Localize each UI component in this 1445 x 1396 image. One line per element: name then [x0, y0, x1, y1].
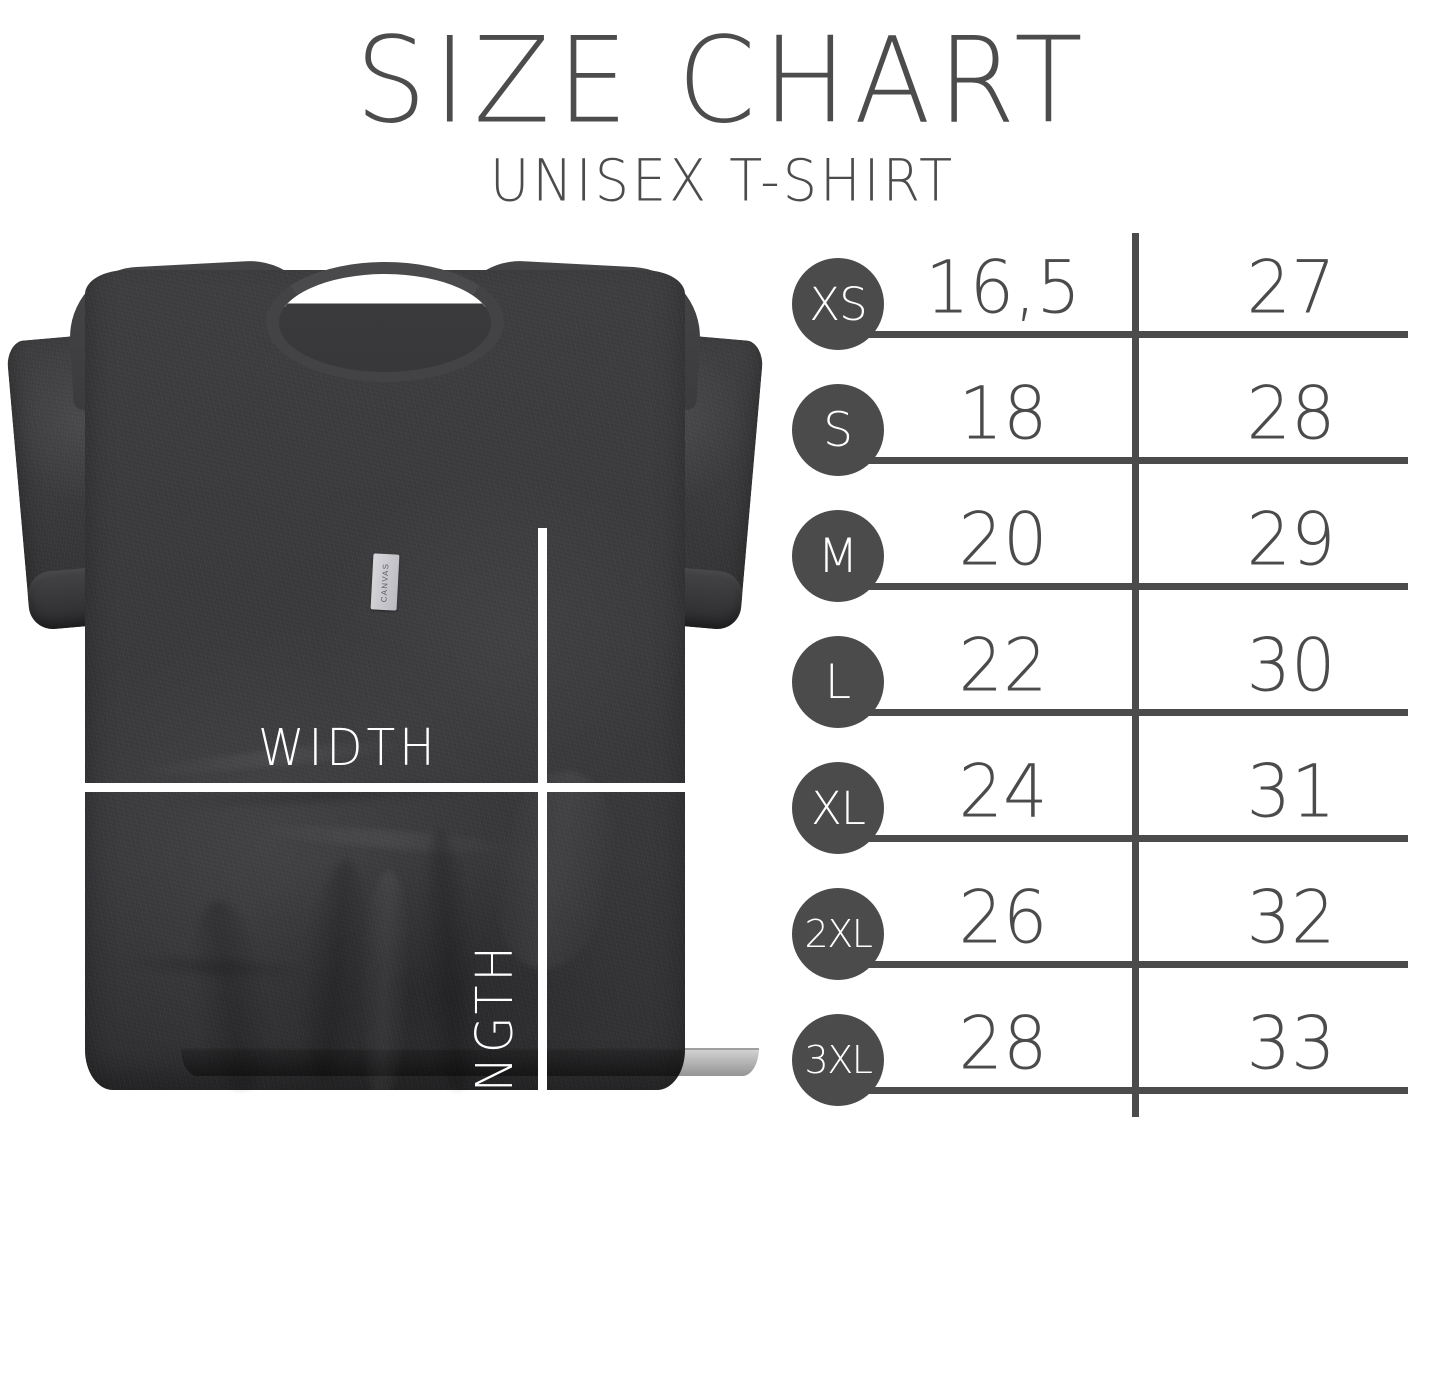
size-badge-label: 2XL	[804, 912, 873, 956]
size-badge-label: XL	[811, 781, 866, 835]
cell-length-xl: 31	[1246, 748, 1336, 835]
size-badge-label: S	[823, 402, 853, 458]
tshirt-hem	[181, 1048, 759, 1076]
size-badge-label: XS	[809, 277, 867, 331]
cell-width-m: 20	[958, 496, 1048, 583]
length-measurement-label: LENGTH	[465, 942, 526, 1156]
cell-width-xl: 24	[958, 748, 1048, 835]
cell-length-m: 29	[1246, 496, 1336, 583]
page-title: SIZE CHART	[355, 12, 1090, 151]
column-divider	[1132, 233, 1139, 1117]
cell-length-2xl: 32	[1246, 874, 1336, 961]
table-row: XS 16,5 27	[780, 225, 1445, 350]
neck-brand-label: CANVAS	[370, 553, 400, 611]
size-badge-l: L	[792, 636, 884, 728]
row-rule	[840, 331, 1408, 338]
product-photo-panel: CANVAS WIDTH LENGTH	[0, 240, 770, 1396]
size-badge-xs: XS	[792, 258, 884, 350]
size-badge-label: L	[824, 654, 852, 710]
size-table: XS 16,5 27 S 18 28 M 20 29 L 22 30 XL 24…	[780, 225, 1445, 1125]
cell-length-3xl: 33	[1246, 1000, 1336, 1087]
width-measurement-label: WIDTH	[258, 718, 439, 779]
tshirt-body	[85, 270, 759, 1090]
tshirt-collar-inner	[279, 274, 491, 372]
length-guide-line	[538, 528, 547, 1396]
table-row: 3XL 28 33	[780, 981, 1445, 1106]
row-rule	[840, 835, 1408, 842]
row-rule	[840, 1087, 1408, 1094]
size-badge-s: S	[792, 384, 884, 476]
cell-length-l: 30	[1246, 622, 1336, 709]
table-row: XL 24 31	[780, 729, 1445, 854]
chart-header: SIZE CHART UNISEX T-SHIRT	[0, 0, 1445, 225]
cell-width-2xl: 26	[958, 874, 1048, 961]
size-badge-label: M	[817, 528, 859, 584]
size-badge-3xl: 3XL	[792, 1014, 884, 1106]
fabric-texture	[85, 270, 685, 1090]
cell-length-s: 28	[1246, 370, 1336, 457]
table-row: L 22 30	[780, 603, 1445, 728]
row-rule	[840, 583, 1408, 590]
size-badge-2xl: 2XL	[792, 888, 884, 980]
tshirt-illustration: CANVAS	[0, 240, 770, 1120]
table-row: 2XL 26 32	[780, 855, 1445, 980]
neck-brand-label-text: CANVAS	[379, 562, 391, 603]
row-rule	[840, 961, 1408, 968]
size-badge-xl: XL	[792, 762, 884, 854]
width-guide-line	[0, 783, 690, 792]
cell-width-s: 18	[958, 370, 1048, 457]
row-rule	[840, 709, 1408, 716]
row-rule	[840, 457, 1408, 464]
cell-width-xs: 16,5	[925, 244, 1081, 331]
table-row: S 18 28	[780, 351, 1445, 476]
cell-width-l: 22	[958, 622, 1048, 709]
table-row: M 20 29	[780, 477, 1445, 602]
size-badge-m: M	[792, 510, 884, 602]
cell-width-3xl: 28	[958, 1000, 1048, 1087]
page-subtitle: UNISEX T-SHIRT	[489, 146, 956, 215]
cell-length-xs: 27	[1246, 244, 1336, 331]
size-badge-label: 3XL	[804, 1038, 873, 1082]
